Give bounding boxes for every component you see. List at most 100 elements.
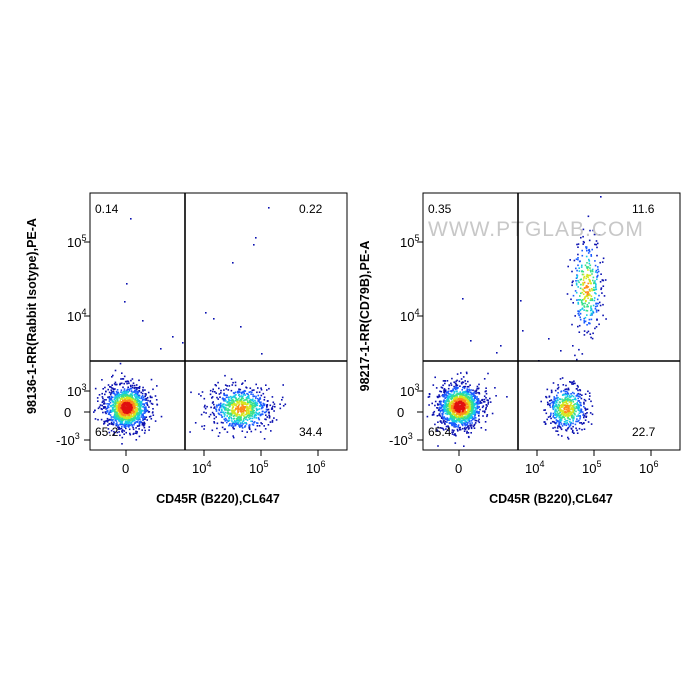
- event-dot: [579, 312, 582, 315]
- event-dot: [126, 408, 129, 411]
- event-dot: [577, 408, 580, 411]
- event-dot: [440, 386, 443, 389]
- event-dot: [596, 246, 598, 249]
- event-dot: [467, 435, 470, 438]
- event-dot: [448, 422, 451, 424]
- event-dot: [596, 278, 598, 281]
- event-dot: [113, 417, 116, 420]
- event-dot: [220, 405, 222, 407]
- event-dot: [448, 400, 450, 403]
- event-dot: [474, 409, 476, 411]
- event-dot: [447, 396, 449, 399]
- event-dot: [466, 423, 469, 426]
- event-dot: [470, 398, 473, 401]
- event-dot: [131, 394, 134, 396]
- event-dot: [439, 400, 441, 403]
- event-dot: [602, 303, 604, 306]
- event-dot: [131, 405, 134, 407]
- event-dot: [132, 417, 134, 420]
- event-dot: [453, 381, 455, 383]
- event-dot: [440, 400, 442, 403]
- event-dot: [456, 400, 459, 402]
- event-dot: [465, 390, 467, 393]
- event-dot: [569, 399, 572, 402]
- event-dot: [449, 395, 451, 398]
- event-dot: [565, 401, 568, 404]
- event-dot: [571, 405, 574, 407]
- event-dot: [592, 332, 594, 335]
- event-dot: [221, 411, 224, 414]
- quadrant-lower-left-value: 65.2: [95, 425, 119, 439]
- event-dot: [234, 412, 236, 414]
- event-dot: [138, 416, 140, 419]
- event-dot: [596, 254, 598, 257]
- event-dot: [588, 280, 591, 283]
- event-dot: [243, 392, 246, 395]
- event-dot: [584, 409, 587, 411]
- event-dot: [117, 396, 120, 398]
- event-dot: [119, 362, 122, 365]
- plot-panel-isotype: 0.14 0.22 65.2 34.4 105 104 103 0 -103 0…: [25, 192, 348, 506]
- event-dot: [107, 384, 110, 386]
- event-dot: [104, 406, 107, 408]
- event-dot: [573, 398, 576, 401]
- event-dot: [226, 401, 228, 404]
- event-dot: [436, 407, 438, 409]
- event-dot: [571, 414, 574, 417]
- event-dot: [244, 416, 246, 418]
- event-dot: [583, 306, 586, 308]
- event-dot: [129, 399, 131, 402]
- event-dot: [124, 421, 127, 423]
- event-dot: [460, 419, 462, 421]
- event-dot: [597, 270, 600, 273]
- event-dot: [581, 428, 583, 431]
- event-dot: [577, 415, 580, 417]
- event-dot: [582, 289, 585, 291]
- event-dot: [253, 409, 255, 412]
- event-dot: [476, 385, 479, 388]
- event-dot: [567, 265, 569, 268]
- event-dot: [447, 400, 449, 403]
- event-dot: [575, 388, 578, 390]
- event-dot: [584, 399, 587, 402]
- event-dot: [556, 394, 558, 397]
- event-dot: [189, 431, 191, 433]
- event-dot: [579, 318, 582, 321]
- event-dot: [461, 382, 463, 385]
- event-dot: [590, 423, 593, 425]
- event-dot: [451, 397, 454, 399]
- event-dot: [576, 393, 579, 395]
- event-dot: [246, 412, 248, 414]
- event-dot: [593, 297, 596, 299]
- event-dot: [144, 398, 147, 400]
- event-dot: [591, 248, 593, 251]
- event-dot: [218, 387, 220, 390]
- event-dot: [561, 394, 564, 396]
- event-dot: [558, 425, 561, 428]
- event-dot: [248, 418, 251, 420]
- event-dot: [146, 419, 148, 421]
- event-dot: [258, 400, 260, 402]
- event-dot: [117, 412, 120, 415]
- event-dot: [136, 390, 138, 393]
- event-dot: [459, 407, 462, 409]
- event-dot: [569, 408, 572, 411]
- event-dot: [119, 383, 121, 386]
- event-dot: [457, 418, 459, 420]
- event-dot: [437, 396, 439, 399]
- event-dot: [138, 428, 140, 430]
- event-dot: [460, 372, 462, 374]
- event-dot: [439, 390, 441, 393]
- event-dot: [444, 420, 447, 423]
- event-dot: [585, 415, 588, 418]
- event-dot: [112, 407, 115, 409]
- event-dot: [223, 415, 226, 418]
- event-dot: [562, 415, 565, 417]
- event-dot: [112, 389, 115, 391]
- event-dot: [101, 396, 104, 398]
- event-dot: [594, 288, 597, 291]
- event-dot: [598, 301, 601, 304]
- event-dot: [245, 413, 248, 416]
- event-dot: [253, 421, 256, 423]
- event-dot: [472, 400, 475, 402]
